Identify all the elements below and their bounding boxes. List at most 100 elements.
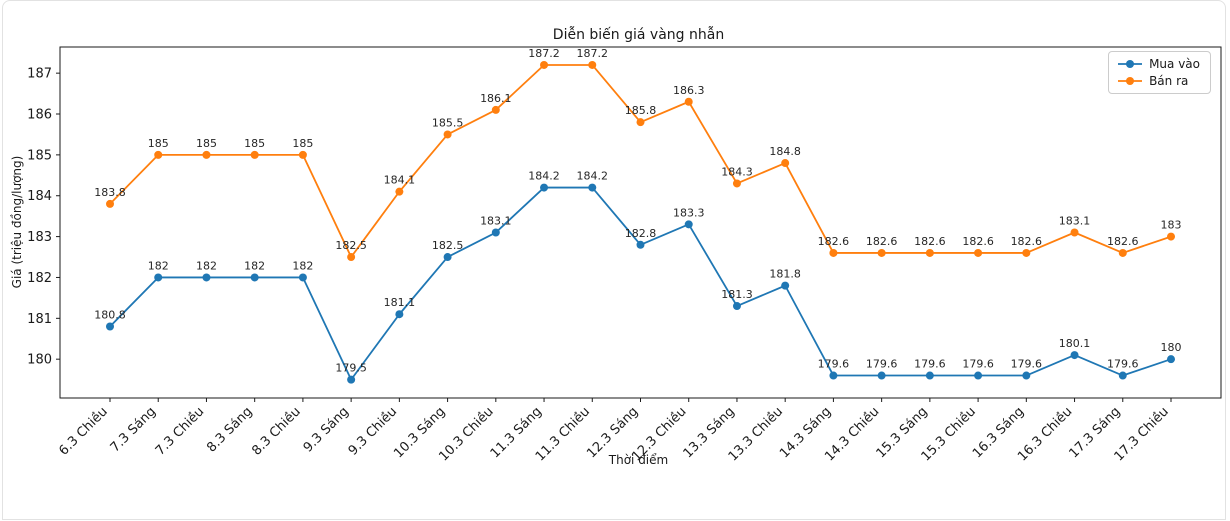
data-point-label: 180 bbox=[1161, 341, 1182, 354]
data-point bbox=[154, 273, 163, 282]
data-point-label: 185 bbox=[148, 137, 169, 150]
data-point-label: 182 bbox=[196, 259, 217, 272]
data-point-label: 184.1 bbox=[384, 174, 416, 187]
data-point bbox=[1167, 232, 1175, 241]
legend-entry: Mua vào bbox=[1117, 57, 1200, 71]
x-tick-label: 8.3 Sáng bbox=[204, 404, 255, 455]
data-point-label: 182.6 bbox=[866, 235, 898, 248]
data-point-label: 180.1 bbox=[1059, 337, 1091, 350]
y-tick-label: 185 bbox=[27, 148, 52, 163]
data-point-label: 183.1 bbox=[480, 215, 512, 228]
data-point bbox=[298, 273, 307, 282]
data-point bbox=[298, 150, 307, 159]
data-point bbox=[1167, 355, 1175, 364]
data-point bbox=[347, 375, 356, 384]
data-point-label: 185.8 bbox=[625, 104, 657, 117]
data-point bbox=[491, 105, 500, 114]
x-tick-label: 9.3 Sáng bbox=[301, 404, 352, 455]
x-axis-label: Thời điểm bbox=[608, 453, 669, 467]
y-tick-label: 184 bbox=[27, 189, 52, 204]
data-point bbox=[347, 253, 356, 262]
x-tick-label: 8.3 Chiều bbox=[249, 404, 303, 458]
data-point-label: 179.6 bbox=[1107, 358, 1139, 371]
legend-entry: Bán ra bbox=[1117, 74, 1200, 88]
data-point-label: 184.2 bbox=[577, 170, 609, 183]
data-point bbox=[877, 371, 886, 380]
data-point bbox=[877, 248, 886, 257]
data-point bbox=[925, 371, 934, 380]
chart-title: Diễn biến giá vàng nhẫn bbox=[552, 27, 725, 43]
data-point-label: 183.1 bbox=[1059, 215, 1091, 228]
data-point bbox=[781, 159, 790, 168]
data-point-label: 182.5 bbox=[335, 239, 367, 252]
data-point bbox=[1022, 248, 1031, 257]
data-point bbox=[732, 179, 741, 188]
data-point bbox=[588, 60, 597, 69]
data-point bbox=[684, 97, 693, 106]
data-point bbox=[636, 240, 645, 249]
data-point-label: 181.1 bbox=[384, 296, 416, 309]
data-point-label: 182 bbox=[244, 259, 265, 272]
y-tick-label: 181 bbox=[27, 312, 52, 327]
data-point-label: 186.1 bbox=[480, 92, 512, 105]
legend-line-marker-icon bbox=[1118, 60, 1143, 68]
data-point-label: 185 bbox=[292, 137, 313, 150]
data-point bbox=[202, 273, 211, 282]
data-point bbox=[781, 281, 790, 290]
data-point-label: 183.3 bbox=[673, 206, 705, 219]
data-point-label: 182.6 bbox=[1107, 235, 1139, 248]
y-tick-label: 182 bbox=[27, 271, 52, 286]
data-point-label: 179.6 bbox=[914, 358, 946, 371]
data-point bbox=[491, 228, 500, 237]
data-point bbox=[732, 302, 741, 311]
data-point-label: 182.5 bbox=[432, 239, 464, 252]
data-point bbox=[829, 371, 838, 380]
data-point-label: 182.6 bbox=[914, 235, 946, 248]
data-point bbox=[1070, 228, 1079, 237]
data-point-label: 184.8 bbox=[769, 145, 801, 158]
data-point bbox=[925, 248, 934, 257]
data-point bbox=[1022, 371, 1031, 380]
data-point-label: 185 bbox=[244, 137, 265, 150]
data-point bbox=[684, 220, 693, 229]
y-tick-label: 180 bbox=[27, 353, 52, 368]
data-point-label: 181.3 bbox=[721, 288, 753, 301]
data-point-label: 184.3 bbox=[721, 165, 753, 178]
data-point bbox=[1070, 351, 1079, 360]
data-point-label: 182.6 bbox=[962, 235, 994, 248]
data-point bbox=[395, 187, 404, 196]
x-tick-label: 7.3 Chiều bbox=[153, 404, 207, 458]
data-point bbox=[829, 248, 838, 257]
data-point bbox=[395, 310, 404, 319]
data-point bbox=[443, 253, 452, 262]
y-tick-label: 186 bbox=[27, 108, 52, 123]
data-point-label: 186.3 bbox=[673, 84, 705, 97]
data-point bbox=[974, 248, 983, 257]
legend-label: Bán ra bbox=[1149, 74, 1189, 88]
data-point-label: 179.6 bbox=[962, 358, 994, 371]
data-point bbox=[1118, 371, 1127, 380]
data-point-label: 185 bbox=[196, 137, 217, 150]
data-point-label: 187.2 bbox=[528, 47, 560, 60]
data-point-label: 179.6 bbox=[1011, 358, 1043, 371]
data-point bbox=[1118, 248, 1127, 257]
data-point-label: 184.2 bbox=[528, 170, 560, 183]
x-tick-label: 6.3 Chiều bbox=[56, 404, 110, 458]
data-point bbox=[202, 150, 211, 159]
data-point bbox=[250, 150, 259, 159]
data-point-label: 179.5 bbox=[335, 362, 367, 375]
data-point bbox=[250, 273, 259, 282]
data-point bbox=[588, 183, 597, 192]
data-point-label: 182.6 bbox=[818, 235, 850, 248]
data-point-label: 181.8 bbox=[769, 268, 801, 281]
data-point-label: 179.6 bbox=[818, 358, 850, 371]
y-tick-label: 187 bbox=[27, 67, 52, 82]
legend-label: Mua vào bbox=[1149, 57, 1200, 71]
data-point-label: 179.6 bbox=[866, 358, 898, 371]
data-point-label: 180.8 bbox=[94, 308, 126, 321]
data-point bbox=[636, 118, 645, 127]
data-point-label: 182 bbox=[292, 259, 313, 272]
data-point-label: 182 bbox=[148, 259, 169, 272]
